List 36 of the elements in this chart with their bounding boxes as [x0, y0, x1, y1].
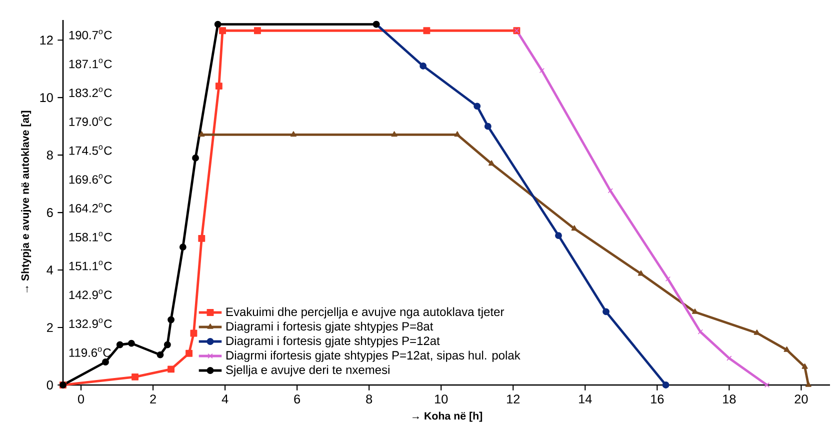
x-tick-label: 4 — [222, 394, 228, 404]
x-tick-label: 16 — [651, 394, 664, 404]
legend-label: Diagrami i fortesis gjate shtypjes P=12at — [226, 336, 440, 348]
legend-label: Diagrmi ifortesis gjate shtypjes P=12at, sipas hul. polak — [226, 350, 520, 362]
y-tick-label: 10 — [40, 93, 53, 102]
annotation: 174.5$^{o}$C — [69, 145, 112, 155]
y-tick-label: 8 — [46, 150, 53, 160]
y-tick-label: 4 — [46, 266, 54, 274]
y-tick-label: 6 — [47, 208, 53, 218]
annotation: 187.1$^{o}$C — [69, 58, 112, 68]
legend-label: Evakuimi dhe percjellja e avujve nga autoklava tjeter — [226, 307, 504, 318]
x-tick-label: 20 — [794, 394, 808, 404]
annotation: 151.1$^{o}$C — [69, 260, 112, 270]
annotation: 164.2$^{o}$C — [69, 203, 112, 213]
x-tick-label: 14 — [579, 394, 592, 404]
x-tick-label: 0 — [78, 394, 84, 404]
annotation: 169.6$^{o}$C — [69, 174, 112, 184]
x-tick-label: 18 — [723, 394, 736, 404]
y-tick-label: 2 — [46, 323, 53, 332]
y-tick-label: 12 — [40, 36, 53, 45]
annotation: 142.9$^{o}$C — [69, 290, 112, 300]
x-tick-label: 10 — [435, 394, 448, 404]
annotation: 183.2$^{o}$C — [69, 88, 112, 98]
y-axis-title: → Shtypja e avujve në autoklave [at] — [21, 110, 32, 292]
x-tick-label: 6 — [294, 394, 300, 404]
annotation: 179.0$^{o}$C — [69, 116, 112, 126]
legend-label: Sjellja e avujve deri te nxemesi — [226, 365, 390, 376]
x-tick-label: 8 — [366, 394, 372, 404]
legend-label: Diagrami i fortesis gjate shtypjes P=8at — [226, 322, 434, 333]
annotation: 132.9$^{o}$C — [69, 318, 112, 328]
x-tick-label: 12 — [507, 394, 520, 404]
annotation: 190.7$^{o}$C — [69, 30, 112, 40]
annotation: 158.1$^{o}$C — [69, 232, 112, 242]
x-axis-title: → Koha në [h] — [412, 412, 482, 422]
y-tick-label: 0 — [46, 380, 53, 390]
x-tick-label: 2 — [150, 394, 156, 404]
